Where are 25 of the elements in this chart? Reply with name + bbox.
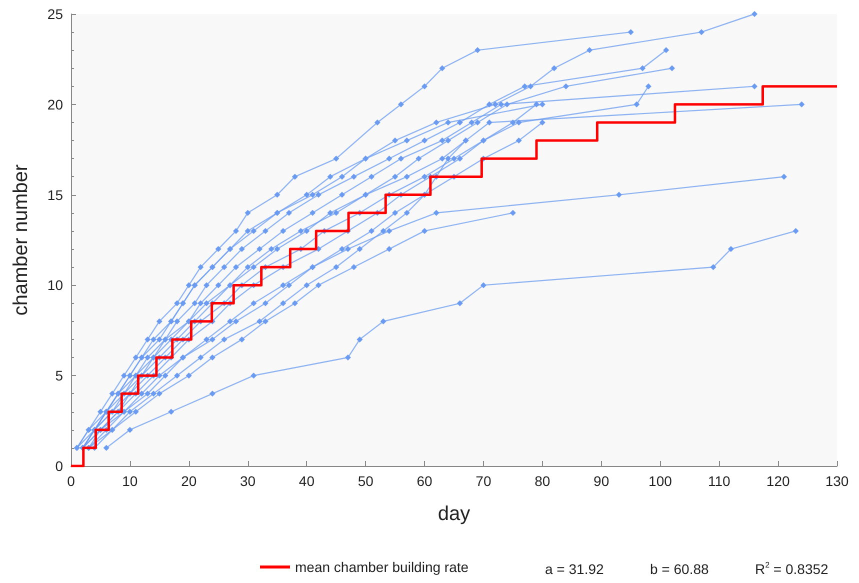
legend-label: mean chamber building rate bbox=[295, 559, 469, 575]
x-axis-title: day bbox=[438, 503, 470, 525]
y-tick-label: 25 bbox=[47, 6, 64, 22]
text: b = 60.88 bbox=[650, 561, 709, 577]
y-tick-label: 0 bbox=[55, 458, 64, 474]
y-tick-label: 10 bbox=[47, 277, 64, 294]
text: a = 31.92 bbox=[545, 561, 604, 577]
y-tick-label: 15 bbox=[47, 186, 64, 203]
y-tick-label: 20 bbox=[47, 96, 64, 112]
x-tick-label: 0 bbox=[67, 473, 76, 489]
x-tick-label: 20 bbox=[181, 473, 197, 489]
y-axis-title: chamber number bbox=[10, 164, 32, 316]
x-tick-label: 90 bbox=[594, 473, 610, 489]
x-tick-label: 120 bbox=[766, 473, 790, 489]
x-tick-label: 130 bbox=[825, 473, 849, 489]
x-tick-label: 40 bbox=[298, 473, 315, 489]
x-tick-label: 110 bbox=[708, 473, 731, 489]
x-tick-label: 80 bbox=[534, 473, 550, 489]
x-tick-label: 30 bbox=[240, 473, 256, 489]
y-tick-label: 5 bbox=[55, 368, 64, 384]
x-tick-label: 100 bbox=[648, 473, 672, 489]
x-tick-label: 10 bbox=[122, 473, 138, 489]
x-tick-label: 70 bbox=[476, 473, 492, 489]
x-tick-label: 60 bbox=[416, 473, 433, 489]
x-tick-label: 50 bbox=[358, 473, 374, 489]
